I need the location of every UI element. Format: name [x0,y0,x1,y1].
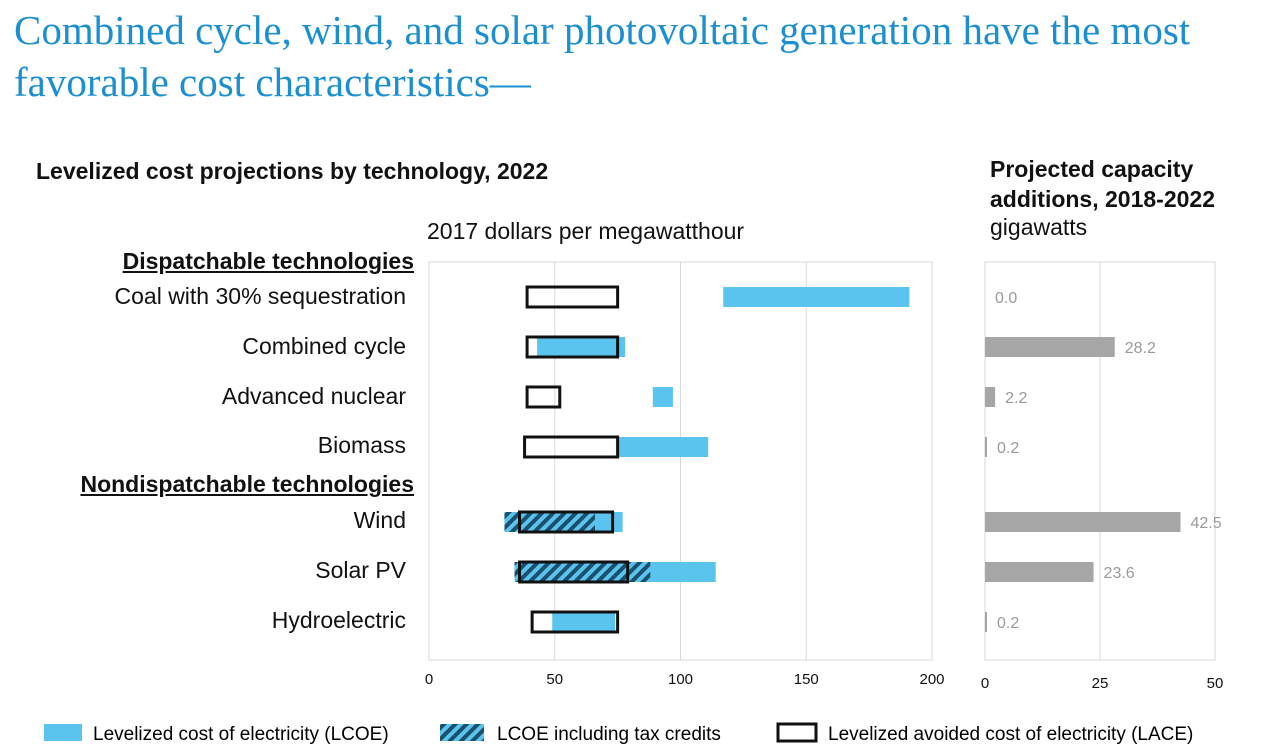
lcoe-bar-coal-with-30-sequestration [723,287,910,307]
row-label-hydroelectric: Hydroelectric [271,607,406,633]
legend-label-tax: LCOE including tax credits [497,724,721,745]
legend-label-lcoe: Levelized cost of electricity (LCOE) [93,724,389,745]
lcoe-chart-title: Levelized cost projections by technology… [36,158,549,184]
row-label-coal: Coal with 30% sequestration [114,283,407,309]
lcoe-tick-label-0: 0 [425,671,433,688]
capacity-bar-solar-pv [985,562,1094,582]
capacity-value-label-hydroelectric: 0.2 [997,615,1019,632]
capacity-tick-label-0: 0 [981,675,989,692]
capacity-tick-label-50: 50 [1207,675,1224,692]
capacity-tick-label-25: 25 [1092,675,1109,692]
capacity-value-label-combined-cycle: 28.2 [1125,340,1156,357]
lcoe-tick-label-100: 100 [668,671,693,688]
capacity-value-label-solar-pv: 23.6 [1104,565,1135,582]
headline: Combined cycle, wind, and solar photovol… [14,7,1191,105]
lcoe-bar-biomass [617,437,709,457]
lace-box-biomass [523,435,620,459]
capacity-chart-title-text: Projected capacity additions, 2018-2022 [990,156,1215,212]
lcoe-bar-combined-cycle [537,337,626,357]
legend-swatch-tax [440,724,484,741]
lcoe-tick-label-150: 150 [794,671,819,688]
legend-label-lace: Levelized avoided cost of electricity (L… [828,724,1193,745]
tax-credit-bar-solar-pv [514,562,651,582]
lcoe-plot-area: 0 50 100 150 200 [425,261,945,688]
capacity-value-label-biomass: 0.2 [997,440,1019,457]
tax-credit-bar-wind [504,512,595,532]
legend-swatch-lcoe [44,724,82,741]
capacity-value-label-wind: 42.5 [1191,515,1222,532]
row-label-advanced-nuclear: Advanced nuclear [221,383,406,409]
lcoe-tick-label-200: 200 [919,671,944,688]
lcoe-tick-label-50: 50 [546,671,563,688]
capacity-bar-biomass [985,437,987,457]
capacity-bar-advanced-nuclear [985,387,996,407]
capacity-plot-area: 0 25 50 0.0 28.2 2.2 0.2 42.5 23.6 0.2 [981,261,1224,692]
row-label-combined-cycle: Combined cycle [242,333,406,359]
lace-box-wind [518,510,615,534]
capacity-chart-title: Projected capacity additions, 2018-2022 [990,154,1260,214]
lcoe-bar-advanced-nuclear [652,387,673,407]
capacity-bar-hydroelectric [985,612,987,632]
capacity-value-label-coal-with-30-sequestration: 0.0 [995,290,1017,307]
capacity-bar-wind [985,512,1181,532]
capacity-bar-combined-cycle [985,337,1115,357]
row-label-wind: Wind [353,507,406,533]
legend-swatch-lace [776,722,818,743]
row-label-solar-pv: Solar PV [315,557,406,583]
lace-box-advanced-nuclear [525,385,562,409]
capacity-value-label-advanced-nuclear: 2.2 [1005,390,1027,407]
lcoe-bar-hydroelectric [552,612,616,632]
group-label-nondispatchable: Nondispatchable technologies [80,471,414,497]
lace-box-solar-pv [518,560,630,584]
row-label-biomass: Biomass [317,432,406,458]
group-label-dispatchable: Dispatchable technologies [122,248,414,274]
lace-box-coal-with-30-sequestration [525,285,620,309]
capacity-units-label: gigawatts [990,214,1088,240]
lcoe-units-label: 2017 dollars per megawatthour [427,218,745,244]
lace-box-combined-cycle [525,335,620,359]
lace-box-hydroelectric [530,610,620,634]
